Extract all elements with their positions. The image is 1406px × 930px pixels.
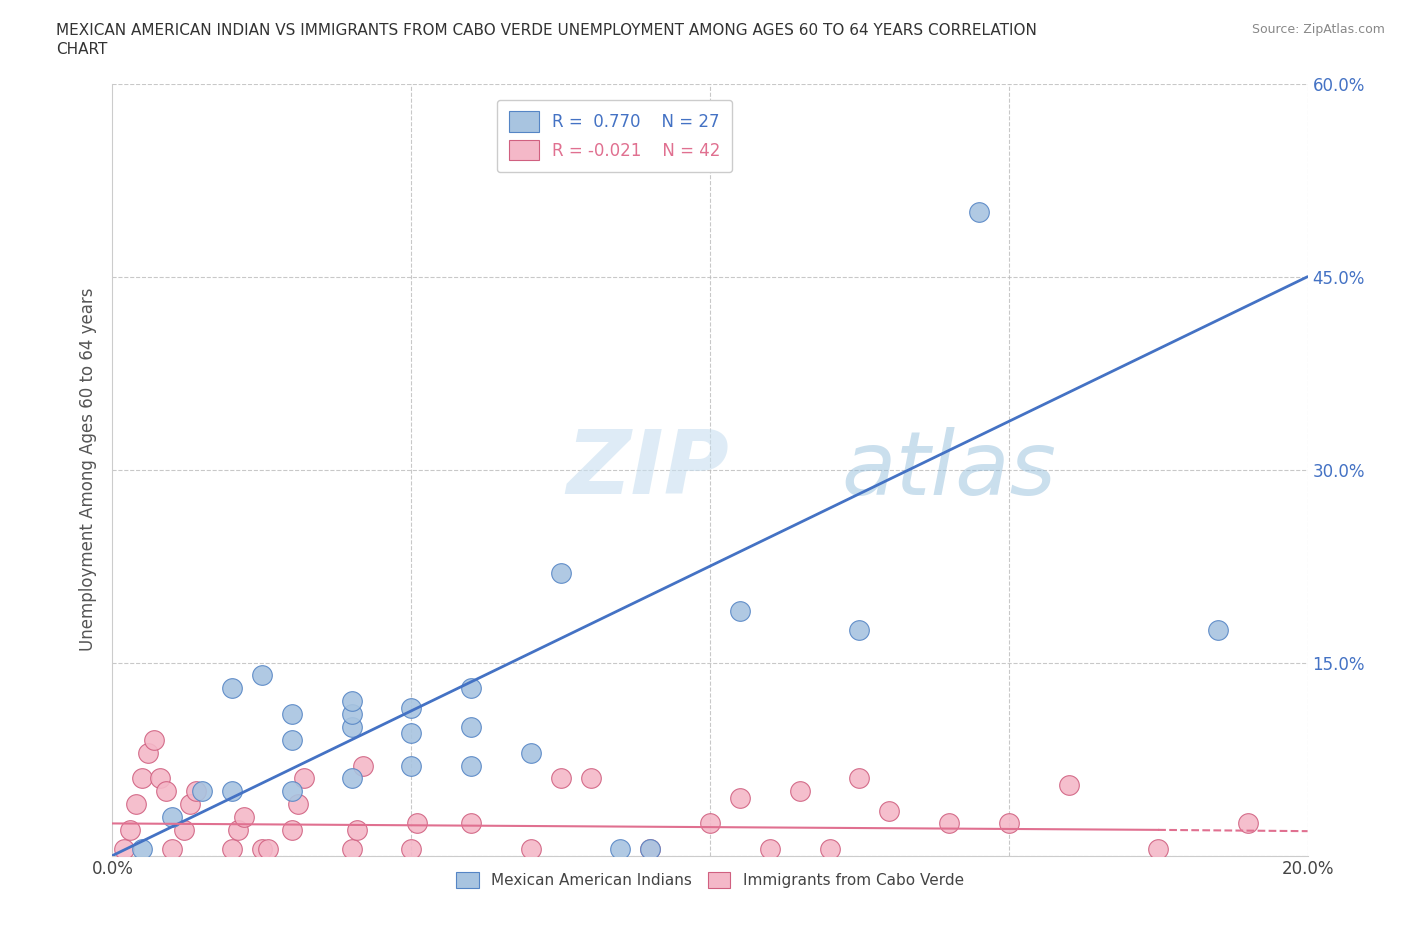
Point: [292, 771, 315, 786]
Point: [250, 842, 273, 857]
Point: [460, 758, 482, 773]
Point: [138, 745, 160, 760]
Point: [848, 771, 870, 786]
Point: [340, 720, 363, 735]
Point: [1147, 842, 1170, 857]
Point: [460, 681, 482, 696]
Point: [179, 797, 201, 812]
Point: [257, 842, 280, 857]
Point: [728, 604, 751, 618]
Text: CHART: CHART: [56, 42, 108, 57]
Point: [340, 771, 363, 786]
Legend: Mexican American Indians, Immigrants from Cabo Verde: Mexican American Indians, Immigrants fro…: [450, 866, 970, 895]
Point: [340, 694, 363, 709]
Point: [186, 784, 208, 799]
Point: [353, 758, 375, 773]
Point: [460, 720, 482, 735]
Point: [401, 726, 423, 741]
Point: [125, 797, 148, 812]
Point: [401, 842, 423, 857]
Point: [789, 784, 811, 799]
Point: [281, 707, 304, 722]
Point: [1206, 623, 1229, 638]
Point: [191, 784, 214, 799]
Point: [281, 822, 304, 837]
Point: [221, 681, 243, 696]
Point: [143, 733, 166, 748]
Point: [281, 784, 304, 799]
Point: [848, 623, 870, 638]
Y-axis label: Unemployment Among Ages 60 to 64 years: Unemployment Among Ages 60 to 64 years: [79, 288, 97, 651]
Point: [114, 842, 135, 857]
Point: [759, 842, 782, 857]
Point: [162, 809, 183, 825]
Point: [1237, 816, 1260, 830]
Text: atlas: atlas: [842, 427, 1056, 512]
Text: MEXICAN AMERICAN INDIAN VS IMMIGRANTS FROM CABO VERDE UNEMPLOYMENT AMONG AGES 60: MEXICAN AMERICAN INDIAN VS IMMIGRANTS FR…: [56, 23, 1038, 38]
Point: [149, 771, 172, 786]
Point: [520, 842, 543, 857]
Point: [221, 842, 243, 857]
Point: [131, 771, 153, 786]
Point: [233, 809, 256, 825]
Point: [550, 771, 572, 786]
Point: [162, 842, 183, 857]
Point: [728, 790, 751, 805]
Point: [173, 822, 195, 837]
Point: [640, 842, 662, 857]
Point: [287, 797, 309, 812]
Point: [221, 784, 243, 799]
Point: [550, 565, 572, 580]
Point: [579, 771, 602, 786]
Text: ZIP: ZIP: [567, 426, 730, 513]
Point: [938, 816, 960, 830]
Point: [640, 842, 662, 857]
Point: [406, 816, 429, 830]
Point: [460, 816, 482, 830]
Point: [155, 784, 177, 799]
Point: [120, 822, 142, 837]
Point: [226, 822, 249, 837]
Point: [250, 668, 273, 683]
Point: [818, 842, 841, 857]
Text: Source: ZipAtlas.com: Source: ZipAtlas.com: [1251, 23, 1385, 36]
Point: [520, 745, 543, 760]
Point: [401, 700, 423, 715]
Point: [340, 842, 363, 857]
Point: [281, 733, 304, 748]
Point: [699, 816, 721, 830]
Point: [401, 758, 423, 773]
Point: [346, 822, 368, 837]
Point: [879, 804, 901, 818]
Point: [967, 205, 990, 219]
Point: [998, 816, 1021, 830]
Point: [340, 707, 363, 722]
Point: [1057, 777, 1080, 792]
Point: [131, 842, 153, 857]
Point: [609, 842, 631, 857]
